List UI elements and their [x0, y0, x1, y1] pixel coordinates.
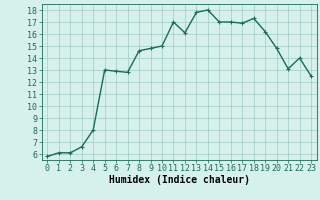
X-axis label: Humidex (Indice chaleur): Humidex (Indice chaleur) — [109, 175, 250, 185]
